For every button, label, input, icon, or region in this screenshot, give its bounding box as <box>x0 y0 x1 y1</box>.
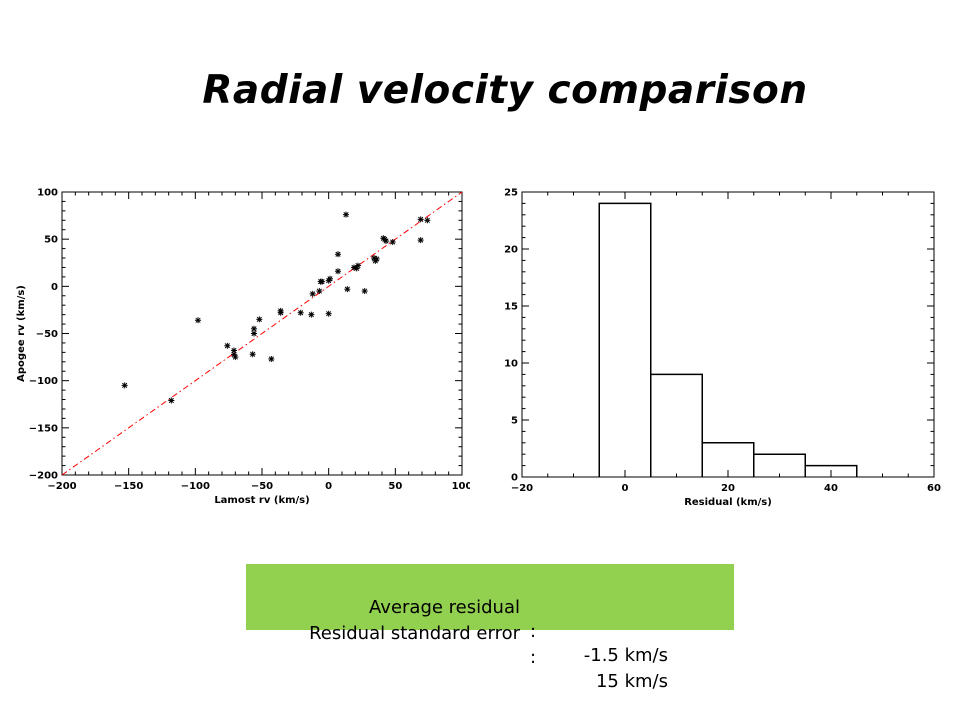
data-point <box>417 237 424 244</box>
y-tick-label: 100 <box>37 188 58 199</box>
y-axis-label: Star number <box>486 299 487 370</box>
x-tick-label: −20 <box>511 483 533 494</box>
x-tick-label: 40 <box>824 483 838 494</box>
data-point <box>231 347 237 354</box>
data-point <box>424 217 431 224</box>
x-tick-label: 60 <box>927 483 941 494</box>
data-point <box>319 278 325 285</box>
y-tick-label: −150 <box>29 423 58 434</box>
data-point <box>249 351 256 358</box>
one-to-one-reference-line <box>61 191 463 476</box>
residual-std-error-row: Residual standard error : 15 km/s <box>246 598 668 692</box>
x-tick-label: 0 <box>622 483 629 494</box>
data-point <box>383 238 389 245</box>
y-axis-label: Apogee rv (km/s) <box>16 285 27 382</box>
data-point <box>308 311 315 318</box>
data-point <box>309 290 316 297</box>
data-point <box>251 325 257 332</box>
data-point <box>256 316 263 323</box>
y-tick-label: 10 <box>504 359 518 370</box>
histogram-bar <box>650 373 703 477</box>
y-tick-label: 25 <box>504 188 518 199</box>
data-point <box>168 397 175 404</box>
y-tick-label: −200 <box>29 471 58 482</box>
y-tick-label: −50 <box>36 329 58 340</box>
data-point <box>361 288 368 295</box>
y-tick-label: 5 <box>511 416 518 427</box>
data-point <box>389 238 396 245</box>
y-tick-label: 20 <box>504 245 518 256</box>
data-point <box>353 265 360 272</box>
scatter-chart: −200 −150 −100 −50 0 50 100 −200 −150 −100 −50 0 50 1… <box>16 188 470 507</box>
data-point <box>297 309 304 316</box>
data-point <box>327 275 333 282</box>
x-tick-label: −50 <box>251 481 273 492</box>
data-point <box>417 216 424 223</box>
x-tick-label: 20 <box>721 483 735 494</box>
y-tick-label: −100 <box>29 376 58 387</box>
residual-std-error-separator: : <box>530 647 537 668</box>
x-tick-label: 50 <box>388 481 402 492</box>
y-tick-label: 0 <box>511 473 518 484</box>
data-point <box>373 255 380 262</box>
data-point <box>335 251 341 258</box>
data-point <box>251 330 257 337</box>
data-point <box>316 288 323 295</box>
data-point <box>121 382 128 389</box>
data-point <box>268 355 275 362</box>
average-residual-label: Average residual <box>369 597 520 618</box>
x-tick-label: −150 <box>114 481 143 492</box>
x-tick-label: −200 <box>47 481 76 492</box>
residual-std-error-label: Residual standard error <box>309 623 520 644</box>
data-point <box>343 211 349 218</box>
data-point <box>355 262 361 269</box>
data-point <box>224 342 231 349</box>
average-residual-separator: : <box>530 621 537 642</box>
data-point <box>277 307 284 314</box>
summary-box: Average residual : -1.5 km/s Residual st… <box>246 564 734 692</box>
data-point <box>325 310 332 317</box>
x-axis-label: Lamost rv (km/s) <box>214 495 309 506</box>
x-tick-label: −100 <box>181 481 210 492</box>
average-residual-value: -1.5 km/s <box>583 645 668 666</box>
histogram-bar <box>598 202 652 477</box>
data-point <box>195 317 201 324</box>
y-tick-label: 0 <box>51 282 58 293</box>
y-tick-label: 15 <box>504 302 518 313</box>
data-point <box>335 268 341 275</box>
data-point <box>344 286 351 293</box>
x-tick-label: 100 <box>452 481 470 492</box>
y-tick-label: 50 <box>44 235 58 246</box>
slide-title: Radial velocity comparison <box>202 68 808 113</box>
residual-std-error-value: 15 km/s <box>595 671 668 692</box>
average-residual-row: Average residual : -1.5 km/s <box>246 572 668 666</box>
data-point <box>232 354 239 361</box>
histogram-bar <box>804 464 858 477</box>
x-tick-label: 0 <box>325 481 332 492</box>
plot-frame <box>521 191 935 478</box>
x-axis-label: Residual (km/s) <box>684 497 772 508</box>
